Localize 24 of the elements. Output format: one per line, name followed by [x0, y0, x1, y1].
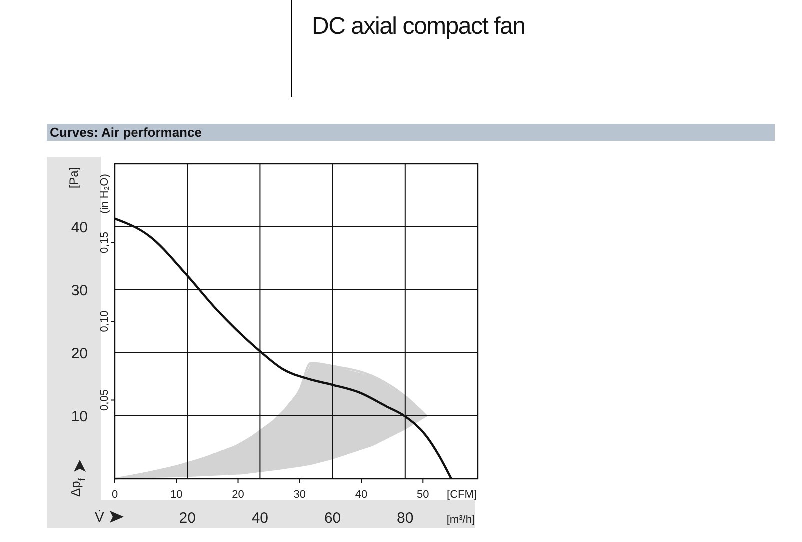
x2-tick-label: 40: [355, 489, 368, 501]
text: V̇: [95, 509, 105, 525]
x-tick-label: 80: [397, 510, 414, 527]
y2-tick-label: 0,10: [99, 310, 111, 332]
x2-tick-label: 20: [232, 489, 244, 501]
x-tick-label: 60: [324, 510, 342, 527]
x-tick-label: 20: [179, 510, 196, 527]
y2-tick-label: 0,15: [99, 232, 111, 254]
chart-title: DC axial compact fan: [312, 13, 526, 40]
y2-tick-label: 0,05: [99, 390, 111, 411]
chart-subtitle: Curves: Air performance: [50, 125, 202, 140]
x2-tick-label: 0: [112, 489, 118, 501]
x2-tick-label: 50: [417, 489, 430, 501]
y-tick-label: 30: [71, 282, 88, 300]
x2-tick-label: 10: [170, 489, 183, 501]
y-tick-label: 40: [71, 219, 88, 236]
y-axis-title: [Pa]: [67, 167, 81, 189]
x-tick-label: 40: [252, 510, 269, 527]
x-axis-title: [m³/h]: [446, 514, 475, 526]
x2-tick-label: 30: [294, 489, 306, 501]
x2-axis-title: [CFM]: [447, 489, 477, 501]
y-tick-label: 10: [71, 408, 88, 426]
y2-axis-title: (in H₂O): [99, 174, 111, 214]
y-tick-label: 20: [71, 345, 88, 362]
